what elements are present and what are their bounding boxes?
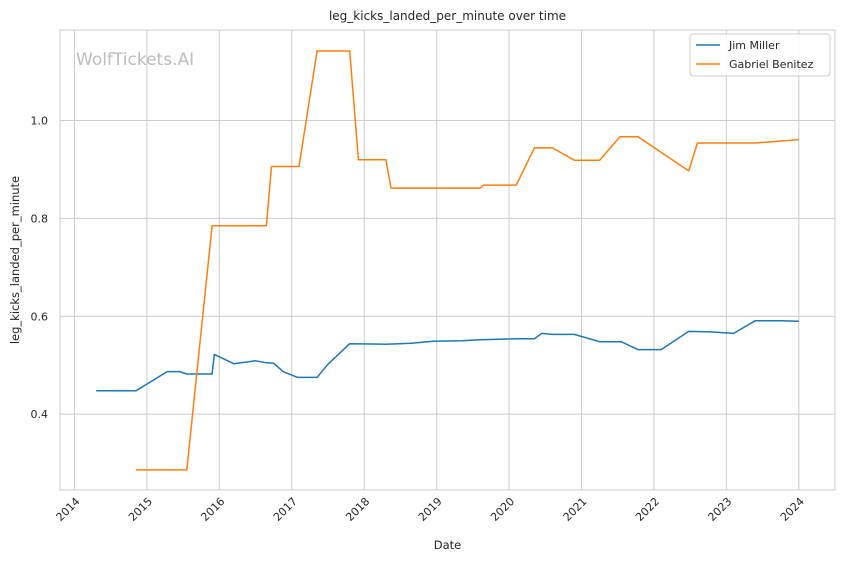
legend: Jim Miller Gabriel Benitez (689, 33, 831, 77)
x-axis-label: Date (434, 538, 462, 552)
plot-area (59, 29, 836, 491)
chart-title: leg_kicks_landed_per_minute over time (329, 9, 566, 23)
y-axis-label: leg_kicks_landed_per_minute (8, 176, 22, 344)
legend-box (689, 33, 831, 77)
legend-label: Jim Miller (728, 39, 780, 52)
series-line-jim-miller (96, 319, 799, 392)
y-tick-label: 0.8 (31, 212, 49, 225)
grid (60, 30, 835, 490)
y-tick-label: 0.6 (31, 310, 49, 323)
series-layer (96, 50, 799, 471)
y-tick-label: 0.4 (31, 408, 49, 421)
y-tick-label: 1.0 (31, 115, 49, 128)
legend-label: Gabriel Benitez (729, 58, 814, 71)
watermark: WolfTickets.AI (76, 50, 194, 70)
series-line-gabriel-benitez (136, 50, 799, 471)
